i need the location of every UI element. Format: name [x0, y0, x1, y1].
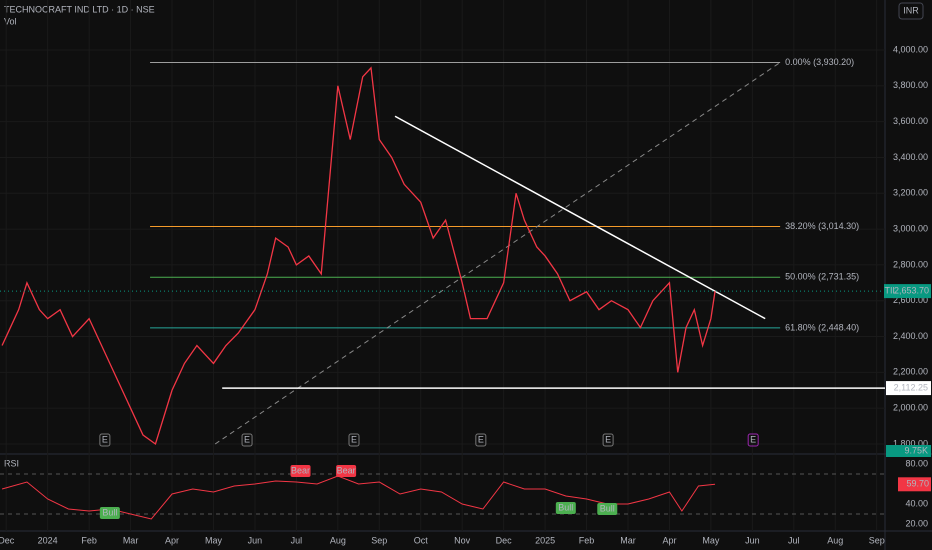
- signal-box: [99, 507, 120, 519]
- trendline: [394, 115, 766, 320]
- rsi-last: 59.70: [906, 479, 929, 489]
- volume-label: Vol: [4, 16, 17, 26]
- y-tick-label: 2,200.00: [893, 367, 928, 377]
- event-label: E: [351, 434, 357, 444]
- fib-diagonal: [214, 62, 781, 445]
- x-tick-label: Dec: [0, 535, 15, 545]
- signal-label: Bull: [558, 502, 573, 512]
- x-tick-label: Jul: [291, 535, 303, 545]
- y-tick-label: 3,800.00: [893, 80, 928, 90]
- signal-box: [597, 503, 618, 515]
- y-tick-label: 3,200.00: [893, 188, 928, 198]
- x-tick-label: Apr: [662, 535, 676, 545]
- x-tick-label: Sep: [371, 535, 387, 545]
- signal-box: [555, 502, 576, 514]
- volume-last: 9.75K: [904, 445, 928, 455]
- x-tick-label: Aug: [330, 535, 346, 545]
- x-tick-label: 2025: [535, 535, 555, 545]
- signal-label: Bull: [102, 507, 117, 517]
- series-name: TIL: [884, 285, 897, 295]
- x-tick-label: Apr: [165, 535, 179, 545]
- x-tick-label: Jun: [248, 535, 263, 545]
- y-tick-label: 2,400.00: [893, 331, 928, 341]
- x-tick-label: Nov: [454, 535, 471, 545]
- x-tick-label: Jul: [788, 535, 800, 545]
- rsi-title: RSI: [4, 458, 19, 468]
- y-tick-label: 2,000.00: [893, 403, 928, 413]
- event-marker: [241, 433, 253, 447]
- fib-label: 61.80% (2,448.40): [785, 322, 859, 332]
- event-label: E: [478, 434, 484, 444]
- x-tick-label: Feb: [81, 535, 97, 545]
- event-marker: [602, 433, 614, 447]
- volume-tag: [886, 445, 931, 457]
- x-tick-label: Jun: [745, 535, 760, 545]
- y-tick-label: 2,800.00: [893, 259, 928, 269]
- y-tick-label: 3,600.00: [893, 116, 928, 126]
- fib-label: 50.00% (2,731.35): [785, 272, 859, 282]
- x-tick-label: Oct: [414, 535, 429, 545]
- price-line: [1, 66, 716, 446]
- price-tag: [898, 284, 931, 299]
- signal-box: [336, 465, 357, 477]
- support-tag: [886, 381, 931, 396]
- x-tick-label: Sep: [869, 535, 885, 545]
- x-tick-label: Mar: [123, 535, 139, 545]
- y-tick-label: 1,800.00: [893, 438, 928, 448]
- x-tick-label: 2024: [38, 535, 58, 545]
- event-label: E: [750, 434, 756, 444]
- event-marker: [475, 433, 487, 447]
- y-tick-label: 4,000.00: [893, 44, 928, 54]
- x-tick-label: Aug: [827, 535, 843, 545]
- event-marker: [99, 433, 111, 447]
- fib-label: 0.00% (3,930.20): [785, 57, 854, 67]
- chart-title: TECHNOCRAFT IND LTD · 1D · NSE: [4, 4, 155, 14]
- price-label: 2,653.70: [894, 285, 929, 295]
- x-tick-label: May: [702, 535, 720, 545]
- support-label: 2,112.25: [894, 382, 928, 392]
- currency-label[interactable]: INR: [903, 5, 919, 15]
- currency-button[interactable]: [898, 2, 924, 20]
- rsi-tag: [898, 477, 931, 492]
- x-tick-label: May: [205, 535, 223, 545]
- x-tick-label: Dec: [496, 535, 513, 545]
- y-tick-label: 3,000.00: [893, 223, 928, 233]
- x-tick-label: Feb: [579, 535, 595, 545]
- x-tick-label: Mar: [620, 535, 636, 545]
- rsi-tick-label: 20.00: [905, 518, 928, 528]
- y-tick-label: 3,400.00: [893, 152, 928, 162]
- rsi-tick-label: 40.00: [905, 498, 928, 508]
- signal-label: Bull: [600, 503, 615, 513]
- event-label: E: [102, 434, 108, 444]
- y-tick-label: 2,600.00: [893, 295, 928, 305]
- event-marker: [348, 433, 360, 447]
- fib-label: 38.20% (3,014.30): [785, 221, 859, 231]
- event-marker: [747, 433, 759, 447]
- signal-label: Bear: [337, 465, 356, 475]
- event-label: E: [244, 434, 250, 444]
- signal-box: [290, 465, 311, 477]
- series-tag: [884, 284, 898, 299]
- signal-label: Bear: [291, 465, 310, 475]
- rsi-tick-label: 80.00: [905, 458, 928, 468]
- event-label: E: [605, 434, 611, 444]
